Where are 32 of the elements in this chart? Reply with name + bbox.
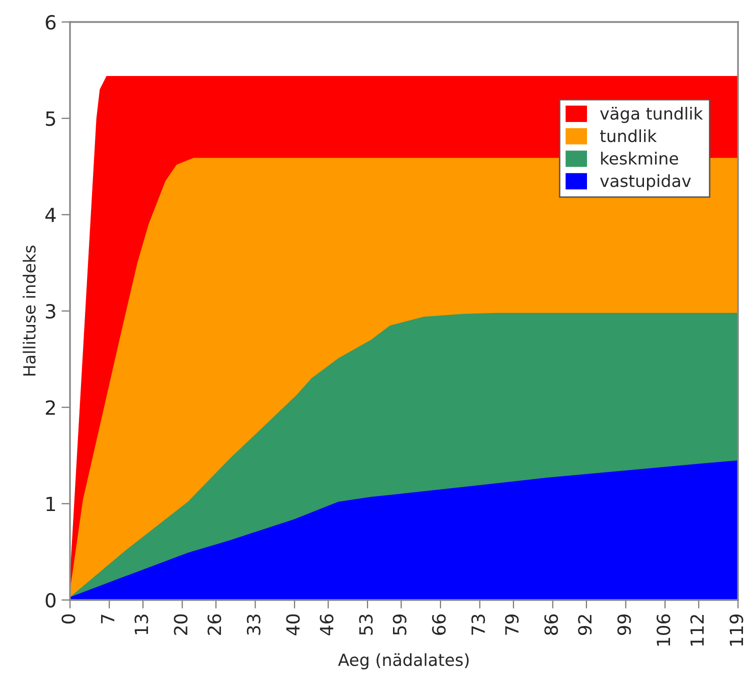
x-tick-label: 13: [134, 614, 148, 634]
x-tick-label: 53: [359, 614, 373, 635]
y-tick-label: 4: [45, 208, 56, 222]
x-tick-label: 59: [392, 614, 406, 635]
y-axis-title: Hallituse indeks: [22, 246, 36, 376]
x-tick-label: 79: [505, 614, 519, 635]
x-tick-label: 112: [690, 615, 704, 646]
x-tick-label: 99: [617, 614, 631, 636]
x-axis-title: Aeg (nädalates): [338, 653, 469, 670]
x-tick-label: 0: [62, 614, 76, 624]
x-tick-label: 46: [320, 614, 334, 636]
y-tick-label: 1: [46, 496, 56, 512]
x-tick-label: 73: [471, 614, 486, 635]
x-tick-label: 66: [432, 614, 446, 635]
legend-label: keskmine: [601, 152, 678, 165]
legend-label: vastupidav: [600, 174, 691, 190]
legend-label: väga tundlik: [600, 106, 703, 123]
x-tick-label: 33: [246, 614, 260, 635]
x-tick-label: 119: [730, 614, 744, 646]
x-tick-label: 40: [286, 614, 300, 636]
y-tick-label: 3: [46, 304, 56, 319]
y-tick-label: 2: [46, 400, 55, 415]
y-tick-label: 6: [46, 14, 56, 30]
x-tick-label: 86: [544, 614, 558, 635]
x-tick-label: 26: [208, 614, 222, 635]
legend-label: tundlik: [600, 129, 657, 142]
x-tick-label: 7: [101, 614, 114, 624]
x-tick-label: 92: [578, 615, 592, 636]
x-tick-label: 20: [174, 614, 188, 635]
y-tick-label: 5: [46, 112, 56, 126]
y-tick-label: 0: [46, 592, 56, 608]
x-tick-label: 106: [656, 614, 670, 646]
